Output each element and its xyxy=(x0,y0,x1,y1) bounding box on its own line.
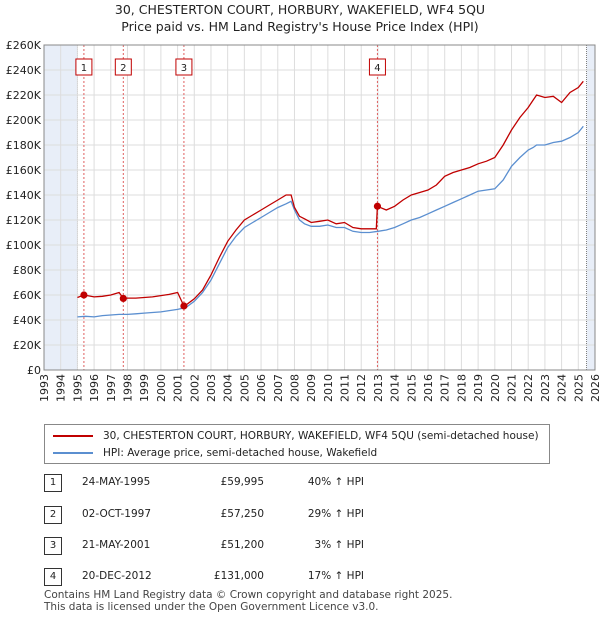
sale-label-box xyxy=(368,58,386,76)
legend-item-property: 30, CHESTERTON COURT, HORBURY, WAKEFIELD… xyxy=(53,429,539,443)
chart-title: 30, CHESTERTON COURT, HORBURY, WAKEFIELD… xyxy=(114,2,486,17)
x-tick-label: 2011 xyxy=(339,374,352,402)
y-tick-label: £120K xyxy=(6,214,42,227)
y-tick-label: £60K xyxy=(13,289,42,302)
legend-item-hpi: HPI: Average price, semi-detached house,… xyxy=(53,446,377,460)
x-tick-label: 2006 xyxy=(255,374,268,402)
x-tick-label: 1997 xyxy=(105,374,118,402)
x-tick-label: 2002 xyxy=(188,374,201,402)
sale-date: 02-OCT-1997 xyxy=(82,508,151,520)
x-tick-label: 2013 xyxy=(372,374,385,402)
sale-price: £59,995 xyxy=(220,476,264,488)
y-tick-label: £260K xyxy=(6,39,42,52)
legend-line-hpi xyxy=(53,452,93,454)
y-tick-label: £0 xyxy=(27,364,41,377)
table-row: 3 21-MAY-2001 £51,200 3% ↑ HPI xyxy=(44,537,444,557)
sale-hpi-change: 29% ↑ HPI xyxy=(307,508,364,520)
sale-label-number: 1 xyxy=(81,63,87,74)
footer-licence: This data is licensed under the Open Gov… xyxy=(44,601,379,613)
table-row: 2 02-OCT-1997 £57,250 29% ↑ HPI xyxy=(44,506,444,526)
x-tick-label: 2003 xyxy=(205,374,218,402)
table-row: 4 20-DEC-2012 £131,000 17% ↑ HPI xyxy=(44,568,444,588)
sale-date: 24-MAY-1995 xyxy=(82,476,151,488)
x-tick-label: 2024 xyxy=(556,374,569,402)
x-tick-label: 2001 xyxy=(172,374,185,402)
x-tick-label: 2012 xyxy=(355,374,368,402)
sale-hpi-change: 17% ↑ HPI xyxy=(307,570,364,582)
y-tick-label: £20K xyxy=(13,339,42,352)
legend-label-hpi: HPI: Average price, semi-detached house,… xyxy=(103,447,378,459)
x-tick-label: 1996 xyxy=(88,374,101,402)
y-tick-label: £100K xyxy=(6,239,42,252)
x-tick-label: 2021 xyxy=(506,374,519,402)
x-tick-label: 2026 xyxy=(589,374,600,402)
x-tick-label: 2020 xyxy=(489,374,502,402)
y-tick-label: £180K xyxy=(6,139,42,152)
sale-date: 21-MAY-2001 xyxy=(82,539,151,551)
y-tick-label: £160K xyxy=(6,164,42,177)
sale-label-number: 3 xyxy=(181,63,187,74)
y-tick-label: £220K xyxy=(6,89,42,102)
sale-date: 20-DEC-2012 xyxy=(82,570,152,582)
legend-line-property xyxy=(53,435,93,437)
x-tick-label: 1999 xyxy=(138,374,151,402)
sale-label-box xyxy=(175,58,193,76)
x-tick-label: 1994 xyxy=(55,374,68,402)
sale-hpi-change: 40% ↑ HPI xyxy=(307,476,364,488)
sale-price: £131,000 xyxy=(213,570,264,582)
x-tick-label: 2000 xyxy=(155,374,168,402)
x-tick-label: 2014 xyxy=(389,374,402,402)
legend: 30, CHESTERTON COURT, HORBURY, WAKEFIELD… xyxy=(44,424,550,464)
x-tick-label: 2005 xyxy=(238,374,251,402)
sale-point-marker xyxy=(180,302,188,310)
chart-subtitle: Price paid vs. HM Land Registry's House … xyxy=(121,19,479,34)
sale-number-badge: 2 xyxy=(44,506,62,524)
y-tick-label: £200K xyxy=(6,114,42,127)
x-tick-label: 2016 xyxy=(422,374,435,402)
hpi-series-line xyxy=(77,125,584,318)
x-tick-label: 2007 xyxy=(272,374,285,402)
x-tick-label: 2025 xyxy=(572,374,585,402)
sale-point-marker xyxy=(119,294,127,303)
sale-label-box xyxy=(75,58,93,76)
x-tick-label: 2015 xyxy=(405,374,418,402)
sale-point-marker xyxy=(80,291,88,299)
sale-label-number: 4 xyxy=(374,63,380,74)
post-data-shade xyxy=(586,45,595,370)
x-tick-label: 1993 xyxy=(38,374,51,402)
sale-point-marker xyxy=(373,202,382,210)
plot-background xyxy=(44,45,595,370)
footer-copyright: Contains HM Land Registry data © Crown c… xyxy=(44,589,453,601)
x-tick-label: 2017 xyxy=(439,374,452,402)
x-tick-label: 2008 xyxy=(288,374,301,402)
price-chart: 1 2 3 4 £0 £20K £40K £60K £80K £100K £120K £140K £1… xyxy=(6,39,600,402)
sale-price: £57,250 xyxy=(220,508,264,520)
x-tick-label: 2023 xyxy=(539,374,552,402)
legend-label-property: 30, CHESTERTON COURT, HORBURY, WAKEFIELD… xyxy=(103,430,539,442)
y-tick-label: £240K xyxy=(6,64,42,77)
plot-frame xyxy=(43,44,596,371)
x-tick-label: 2004 xyxy=(222,374,235,402)
sale-number-badge: 3 xyxy=(44,537,62,555)
x-tick-label: 2009 xyxy=(305,374,318,402)
y-tick-label: £140K xyxy=(6,189,42,202)
sale-hpi-change: 3% ↑ HPI xyxy=(314,539,364,551)
sale-label-box xyxy=(114,58,132,76)
sale-label-number: 2 xyxy=(120,63,126,74)
sale-price: £51,200 xyxy=(220,539,264,551)
sale-number-badge: 1 xyxy=(44,474,62,492)
x-tick-label: 2010 xyxy=(322,374,335,402)
sale-number-badge: 4 xyxy=(44,568,62,586)
x-tick-label: 2018 xyxy=(455,374,468,402)
y-tick-label: £80K xyxy=(13,264,42,277)
x-tick-label: 2019 xyxy=(472,374,485,402)
property-series-line xyxy=(77,80,584,307)
x-tick-label: 1995 xyxy=(71,374,84,402)
table-row: 1 24-MAY-1995 £59,995 40% ↑ HPI xyxy=(44,474,444,494)
footer: Contains HM Land Registry data © Crown c… xyxy=(44,589,452,613)
y-tick-label: £40K xyxy=(13,314,42,327)
x-tick-label: 2022 xyxy=(522,374,535,402)
x-tick-label: 1998 xyxy=(121,374,134,402)
